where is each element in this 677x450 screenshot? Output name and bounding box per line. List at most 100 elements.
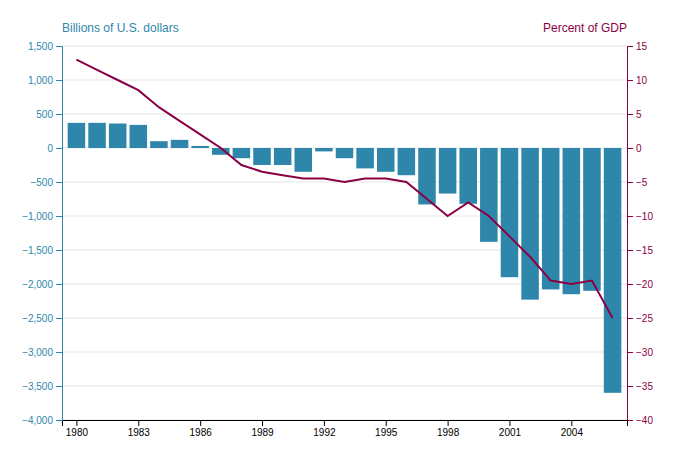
tick-label: −3,000 <box>22 347 53 358</box>
tick: 1,000 <box>28 75 62 86</box>
axis-line <box>56 47 63 421</box>
tick-mark <box>627 420 633 421</box>
y2-axis-title: Percent of GDP <box>543 21 627 35</box>
tick: −3,000 <box>22 347 62 358</box>
tick-mark <box>56 352 62 353</box>
grid-line <box>62 352 627 353</box>
tick-mark <box>627 182 633 183</box>
tick: 0 <box>47 143 62 154</box>
bar <box>150 141 168 148</box>
tick-label: 10 <box>636 75 648 86</box>
grid-line <box>62 80 627 81</box>
bar <box>191 146 209 148</box>
axis-line <box>63 421 628 427</box>
tick: −1,000 <box>22 211 62 222</box>
bar <box>274 148 292 165</box>
tick-label: −20 <box>636 279 653 290</box>
tick: 1992 <box>313 420 336 438</box>
tick-label: −2,000 <box>22 279 53 290</box>
tick-mark <box>627 80 633 81</box>
tick-label: 1986 <box>190 427 213 438</box>
grid-line <box>62 114 627 115</box>
bar <box>315 148 333 151</box>
bar <box>418 148 436 204</box>
bar <box>583 148 601 291</box>
grid-line <box>62 386 627 387</box>
tick: −25 <box>627 313 653 324</box>
tick-label: 1,000 <box>28 75 53 86</box>
tick-label: 1,500 <box>28 41 53 52</box>
grid-line <box>62 318 627 319</box>
tick: 0 <box>627 143 642 154</box>
tick-label: 1992 <box>313 427 336 438</box>
tick-mark <box>386 420 387 426</box>
tick-mark <box>627 318 633 319</box>
tick-mark <box>509 420 510 426</box>
tick-label: 500 <box>36 109 53 120</box>
tick-mark <box>448 420 449 426</box>
tick-mark <box>627 386 633 387</box>
tick-mark <box>627 46 633 47</box>
bar <box>521 148 539 300</box>
bar <box>480 148 498 242</box>
tick-mark <box>56 250 62 251</box>
tick: 2004 <box>561 420 584 438</box>
tick: 1995 <box>375 420 398 438</box>
tick-label: −40 <box>636 415 653 426</box>
tick-mark <box>56 80 62 81</box>
tick-mark <box>627 250 633 251</box>
tick: −3,500 <box>22 381 62 392</box>
tick: −500 <box>30 177 62 188</box>
tick: −15 <box>627 245 653 256</box>
tick-mark <box>56 216 62 217</box>
tick-mark <box>324 420 325 426</box>
tick: 500 <box>36 109 62 120</box>
tick: 1983 <box>128 420 151 438</box>
grid-line <box>62 46 627 47</box>
bar-series <box>68 123 622 393</box>
tick-mark <box>200 420 201 426</box>
tick: 1998 <box>437 420 460 438</box>
tick-mark <box>56 284 62 285</box>
tick-mark <box>627 216 633 217</box>
tick: −4,000 <box>22 415 62 426</box>
bar <box>439 148 457 194</box>
tick-label: 15 <box>636 41 648 52</box>
y2-axis: −40−35−30−25−20−15−10−5051015 <box>627 41 653 426</box>
tick-label: 2001 <box>499 427 522 438</box>
tick-label: 1983 <box>128 427 151 438</box>
tick-label: 5 <box>636 109 642 120</box>
tick-label: 0 <box>47 143 53 154</box>
tick-mark <box>627 114 633 115</box>
tick-label: −15 <box>636 245 653 256</box>
tick-label: −5 <box>636 177 648 188</box>
bar <box>171 140 189 148</box>
tick-mark <box>138 420 139 426</box>
tick: −10 <box>627 211 653 222</box>
bar <box>294 148 312 172</box>
tick: 15 <box>627 41 648 52</box>
bar <box>88 123 106 148</box>
tick-mark <box>627 284 633 285</box>
tick-label: −500 <box>30 177 53 188</box>
tick-mark <box>262 420 263 426</box>
tick-label: 1989 <box>251 427 274 438</box>
y-axis-title: Billions of U.S. dollars <box>62 21 179 35</box>
tick: 1986 <box>190 420 213 438</box>
bar <box>130 125 148 148</box>
y-axis: −4,000−3,500−3,000−2,500−2,000−1,500−1,0… <box>22 41 62 426</box>
tick-label: −3,500 <box>22 381 53 392</box>
tick: −20 <box>627 279 653 290</box>
tick-label: 1980 <box>66 427 89 438</box>
tick: −30 <box>627 347 653 358</box>
tick-mark <box>56 386 62 387</box>
bar <box>563 148 581 294</box>
tick-label: −1,500 <box>22 245 53 256</box>
tick-mark <box>56 420 62 421</box>
tick: 2001 <box>499 420 522 438</box>
bar <box>109 124 127 148</box>
tick-label: −4,000 <box>22 415 53 426</box>
tick-label: −1,000 <box>22 211 53 222</box>
tick: −2,000 <box>22 279 62 290</box>
tick: 1980 <box>66 420 89 438</box>
